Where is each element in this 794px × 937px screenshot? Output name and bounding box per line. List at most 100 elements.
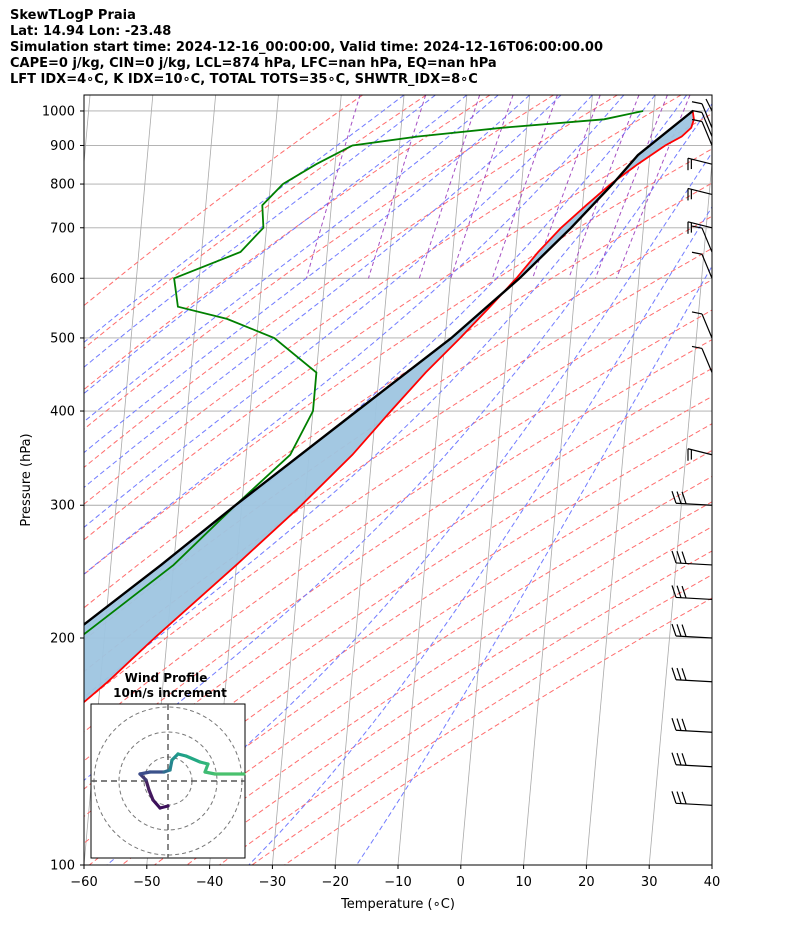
hodograph-trace-segment: [144, 778, 151, 792]
barb-feather: [681, 718, 687, 731]
moist-adiabat: [84, 95, 405, 343]
y-tick-label: 300: [50, 499, 75, 514]
dry-adiabat: [84, 182, 712, 609]
dry-adiabat: [84, 95, 618, 469]
x-tick-label: 10: [515, 875, 532, 890]
wind-barb: [691, 118, 713, 146]
barb-feather: [676, 752, 682, 766]
barb-feather: [676, 624, 682, 637]
barb-staff: [675, 502, 713, 506]
hodograph-trace-segment: [147, 788, 155, 802]
wind-barb: [705, 98, 713, 112]
wind-barb: [687, 157, 713, 171]
x-tick-label: 20: [578, 875, 595, 890]
wind-barb: [691, 225, 713, 253]
barb-feather: [671, 585, 677, 598]
y-tick-label: 100: [50, 859, 75, 874]
barb-staff: [701, 227, 713, 253]
wind-barb: [671, 623, 713, 639]
cape-line: CAPE=0 j/kg, CIN=0 j/kg, LCL=874 hPa, LF…: [10, 56, 497, 71]
y-tick-label: 700: [50, 221, 75, 236]
dry-adiabat: [84, 148, 712, 575]
barb-feather: [681, 491, 687, 504]
y-tick-label: 500: [50, 331, 75, 346]
dry-adiabat: [88, 449, 712, 865]
wind-barb: [671, 718, 713, 733]
moist-adiabat: [248, 205, 712, 865]
mixing-ratio-line: [306, 95, 361, 279]
barb-feather: [681, 791, 687, 805]
dry-adiabat: [84, 423, 712, 844]
x-tick-label: −40: [196, 875, 223, 890]
barb-feather: [681, 585, 687, 599]
dry-adiabat: [154, 501, 712, 865]
chart-title: SkewTLogP Praia: [10, 8, 136, 23]
wind-barb: [671, 491, 713, 506]
barb-feather: [671, 667, 677, 680]
moist-adiabat: [106, 151, 712, 865]
barb-feather: [676, 585, 682, 598]
barb-feather: [671, 491, 677, 504]
mixing-ratio-line: [616, 95, 691, 279]
wind-barb: [691, 311, 713, 339]
barb-feather: [691, 225, 703, 229]
y-tick-label: 200: [50, 632, 75, 647]
mixing-ratio-line: [532, 95, 601, 279]
wind-barb: [691, 101, 713, 129]
barb-staff: [701, 112, 713, 137]
moist-adiabat: [84, 95, 530, 454]
barb-feather: [676, 718, 682, 731]
x-tick-label: 30: [641, 875, 658, 890]
barb-feather: [681, 753, 687, 766]
y-tick-label: 400: [50, 405, 75, 420]
mixing-ratio-line: [418, 95, 481, 279]
moist-adiabat: [84, 95, 593, 528]
x-tick-label: −30: [259, 875, 286, 890]
barb-feather: [681, 551, 687, 564]
x-tick-label: 0: [457, 875, 465, 890]
wind-barb: [671, 752, 713, 768]
isotherm: [586, 95, 656, 865]
barb-feather: [681, 668, 687, 681]
wind-barb: [671, 585, 713, 601]
location-line: Lat: 14.94 Lon: -23.48: [10, 24, 172, 39]
wind-barb: [671, 550, 713, 566]
barb-staff: [687, 448, 713, 456]
barb-feather: [671, 623, 677, 637]
hodograph-trace-segment: [151, 798, 162, 810]
isotherm: [460, 95, 531, 865]
cape-cin-shading: [84, 111, 694, 703]
isotherm: [711, 860, 712, 865]
barb-feather: [691, 345, 703, 350]
moist-adiabat: [84, 95, 468, 395]
barb-feather: [676, 491, 682, 504]
dry-adiabat: [84, 95, 427, 350]
parcel-line: [84, 110, 694, 627]
x-tick-label: −50: [133, 875, 160, 890]
moist-adiabat: [84, 95, 499, 423]
wind-barb: [687, 221, 713, 234]
barb-staff: [675, 764, 713, 768]
hodograph-trace-segment: [184, 754, 202, 764]
barb-feather: [676, 791, 682, 804]
hodograph-trace-segment: [138, 770, 152, 776]
barb-feather: [676, 551, 682, 564]
barb-feather: [691, 118, 703, 123]
barb-staff: [705, 98, 713, 112]
mixing-ratio-line: [594, 95, 668, 279]
dry-adiabat: [84, 95, 363, 307]
moist-adiabat: [356, 265, 712, 865]
barb-feather: [671, 718, 677, 731]
barb-staff: [675, 729, 713, 733]
barb-feather: [691, 101, 703, 105]
barb-staff: [675, 679, 713, 683]
wind-barb: [691, 251, 713, 279]
moist-adiabat: [84, 102, 712, 781]
barb-staff: [687, 157, 713, 165]
wind-barb: [671, 667, 713, 683]
y-tick-label: 800: [50, 178, 75, 193]
dry-adiabat: [284, 597, 712, 865]
dry-adiabat: [186, 526, 712, 865]
barb-feather: [691, 109, 703, 114]
barb-feather: [671, 550, 677, 564]
